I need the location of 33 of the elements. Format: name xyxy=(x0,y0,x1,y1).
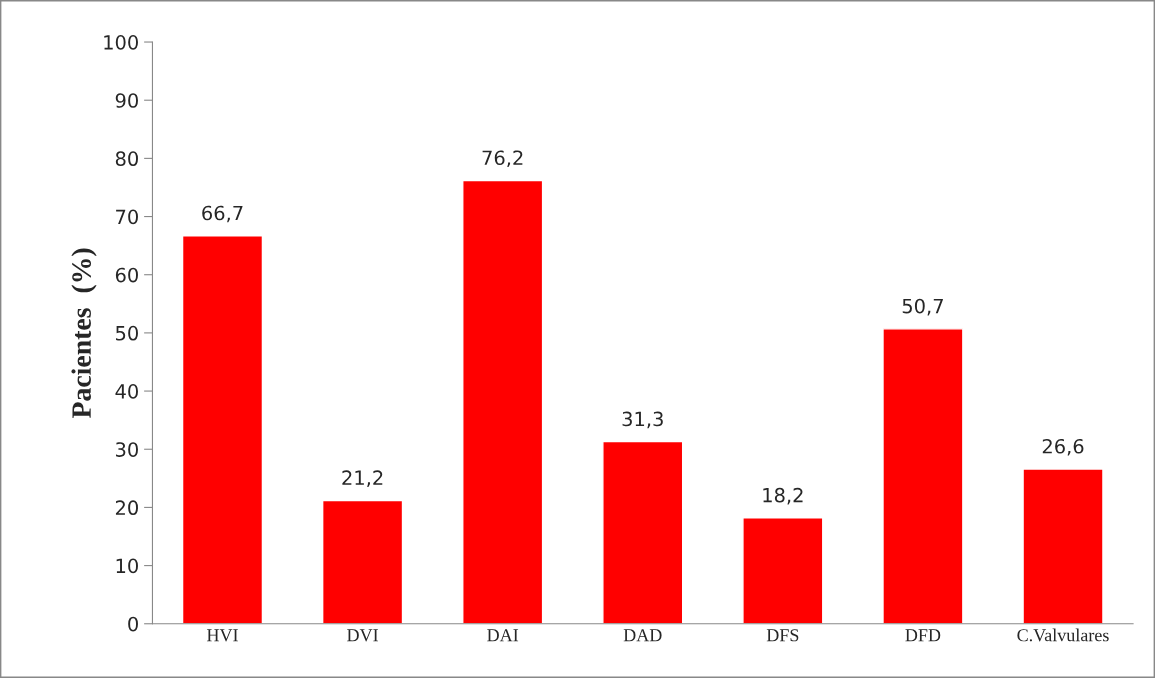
bar xyxy=(742,517,824,624)
x-tick-label: C.Valvulares xyxy=(1017,628,1109,642)
bar xyxy=(602,440,684,624)
y-tick-label: 80 xyxy=(115,151,138,167)
x-tick-label: DAD xyxy=(623,629,662,642)
data-label: 26,6 xyxy=(1042,438,1084,456)
x-tick-label: DAI xyxy=(487,629,519,642)
bar xyxy=(882,328,964,624)
data-label: 76,2 xyxy=(482,150,523,168)
data-label: 66,7 xyxy=(202,205,243,223)
y-tick-label: 0 xyxy=(128,616,138,632)
y-axis-title: Pacientes (%) xyxy=(71,248,97,419)
bar xyxy=(1022,468,1104,624)
data-label: 18,2 xyxy=(763,487,803,505)
y-tick-label: 10 xyxy=(116,558,138,574)
x-tick-label: DFS xyxy=(766,629,799,642)
y-tick-label: 100 xyxy=(104,34,138,50)
data-label: 50,7 xyxy=(902,298,943,316)
y-tick-label: 90 xyxy=(115,93,138,108)
y-tick-label: 20 xyxy=(115,500,138,516)
x-tick-label: DVI xyxy=(347,629,378,642)
x-tick-label: DFD xyxy=(905,629,941,642)
bar xyxy=(181,235,264,624)
bar xyxy=(462,179,544,624)
data-label: 31,3 xyxy=(622,411,663,429)
x-tick-label: HVI xyxy=(206,629,238,642)
y-tick-label: 30 xyxy=(116,442,138,457)
bar xyxy=(321,499,404,624)
y-tick-label: 70 xyxy=(116,209,138,225)
data-label: 21,2 xyxy=(342,470,383,488)
y-tick-label: 50 xyxy=(116,325,138,341)
y-tick-label: 60 xyxy=(115,267,138,283)
y-tick-label: 40 xyxy=(115,384,138,399)
